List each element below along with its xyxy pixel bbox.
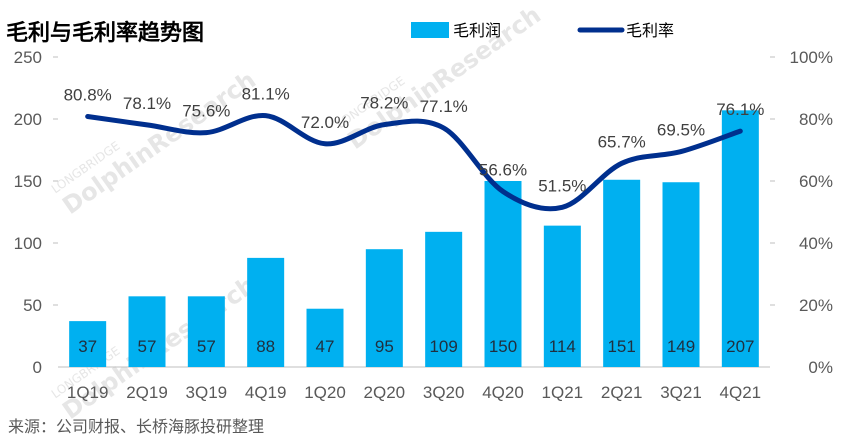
left-axis-tick-label: 250 xyxy=(14,48,42,67)
line-value-label: 75.6% xyxy=(182,102,230,121)
bar-value-label: 150 xyxy=(489,337,517,356)
bar-value-label: 114 xyxy=(549,337,576,356)
right-axis-tick-label: 20% xyxy=(799,296,833,315)
left-axis-tick-label: 100 xyxy=(14,234,42,253)
x-axis-tick-label: 1Q19 xyxy=(67,383,109,402)
legend-bar-label: 毛利润 xyxy=(453,21,501,40)
bar-4Q19 xyxy=(247,257,285,367)
line-value-label: 69.5% xyxy=(657,121,705,140)
bar-1Q21 xyxy=(543,225,581,367)
right-axis-tick-label: 0% xyxy=(808,358,833,377)
line-value-label: 76.1% xyxy=(716,100,764,119)
x-axis-tick-label: 1Q21 xyxy=(542,383,584,402)
bar-value-label: 57 xyxy=(138,337,157,356)
bar-3Q20 xyxy=(425,231,463,367)
bar-value-label: 95 xyxy=(375,337,394,356)
x-axis-tick-label: 3Q20 xyxy=(423,383,465,402)
right-axis-tick-label: 80% xyxy=(799,110,833,129)
x-axis-tick-label: 3Q19 xyxy=(186,383,228,402)
left-axis-tick-label: 200 xyxy=(14,110,42,129)
line-value-label: 56.6% xyxy=(479,161,527,180)
right-axis-tick-label: 40% xyxy=(799,234,833,253)
line-value-label: 77.1% xyxy=(420,97,468,116)
bar-1Q19 xyxy=(69,321,107,367)
bar-value-label: 109 xyxy=(429,337,457,356)
bar-value-label: 149 xyxy=(667,337,695,356)
left-axis-tick-label: 50 xyxy=(23,296,42,315)
bar-value-label: 207 xyxy=(726,337,754,356)
x-axis-tick-label: 1Q20 xyxy=(304,383,346,402)
x-axis-tick-label: 4Q20 xyxy=(482,383,524,402)
line-value-label: 72.0% xyxy=(301,113,349,132)
bar-3Q19 xyxy=(187,296,225,367)
x-axis-tick-label: 2Q21 xyxy=(601,383,643,402)
legend-bar-swatch xyxy=(411,22,449,38)
bar-value-label: 47 xyxy=(316,337,335,356)
right-axis-tick-label: 100% xyxy=(790,48,833,67)
x-axis-tick-label: 2Q19 xyxy=(126,383,168,402)
x-axis-tick-label: 2Q20 xyxy=(364,383,406,402)
source-note: 来源：公司财报、长桥海豚投研整理 xyxy=(8,417,264,436)
line-value-label: 78.2% xyxy=(360,94,408,113)
bar-value-label: 88 xyxy=(256,337,275,356)
x-axis-tick-label: 3Q21 xyxy=(660,383,702,402)
chart-title: 毛利与毛利率趋势图 xyxy=(6,20,204,46)
right-axis-tick-label: 60% xyxy=(799,172,833,191)
line-value-label: 81.1% xyxy=(242,85,290,104)
bar-4Q20 xyxy=(484,181,522,367)
bar-4Q21 xyxy=(721,110,759,367)
legend-line-label: 毛利率 xyxy=(626,21,674,40)
line-value-label: 78.1% xyxy=(123,94,171,113)
x-axis-tick-label: 4Q19 xyxy=(245,383,287,402)
left-axis-tick-label: 150 xyxy=(14,172,42,191)
margin-rate-line xyxy=(85,113,743,212)
bar-3Q21 xyxy=(662,182,700,367)
bar-2Q19 xyxy=(128,296,166,367)
bar-2Q20 xyxy=(365,249,403,367)
bar-value-label: 57 xyxy=(197,337,216,356)
line-value-label: 80.8% xyxy=(64,86,112,105)
left-axis-tick-label: 0 xyxy=(33,358,42,377)
bar-value-label: 37 xyxy=(78,337,97,356)
bar-2Q21 xyxy=(603,179,641,367)
line-value-label: 51.5% xyxy=(538,176,586,195)
bar-1Q20 xyxy=(306,308,344,367)
bar-value-label: 151 xyxy=(607,337,635,356)
line-value-label: 65.7% xyxy=(598,132,646,151)
x-axis-tick-label: 4Q21 xyxy=(720,383,762,402)
